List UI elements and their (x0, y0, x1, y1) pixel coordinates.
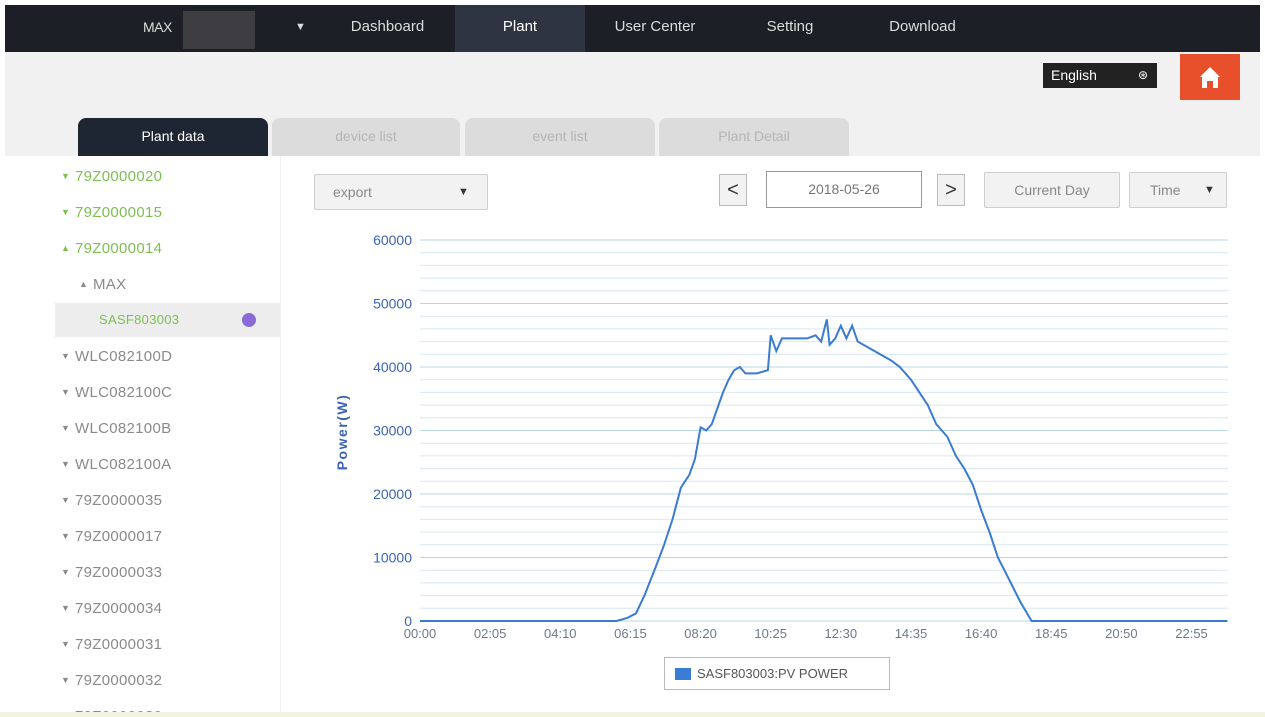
legend-label: SASF803003:PV POWER (697, 666, 849, 681)
tree-item[interactable]: ▼ 79Z0000034 (55, 591, 280, 625)
chart-legend[interactable]: SASF803003:PV POWER (664, 657, 890, 690)
nav-plant[interactable]: Plant (455, 5, 585, 52)
collapse-toggle-icon[interactable]: ▼ (61, 423, 71, 433)
tree-item-label: 79Z0000020 (75, 168, 163, 185)
tree-item[interactable]: ▼ WLC082100B (55, 411, 280, 445)
collapse-toggle-icon[interactable]: ▼ (61, 639, 71, 649)
collapse-toggle-icon[interactable]: ▼ (61, 459, 71, 469)
tree-item[interactable]: ▼ 79Z0000017 (55, 519, 280, 553)
tree-item-label: WLC082100C (75, 384, 173, 401)
tree-item[interactable]: ▼ 79Z0000033 (55, 555, 280, 589)
tree-item[interactable]: ▼ 79Z0000031 (55, 627, 280, 661)
home-icon (1200, 67, 1220, 88)
tree-item[interactable]: ▼ WLC082100C (55, 375, 280, 409)
nav-dashboard[interactable]: Dashboard (350, 18, 425, 35)
language-select[interactable]: English ⊛ (1043, 63, 1157, 88)
home-button[interactable] (1180, 54, 1240, 100)
tree-item-label: SASF803003 (99, 312, 180, 327)
nav-user-center[interactable]: User Center (614, 18, 696, 35)
top-navigation-bar: MAX ▼ Dashboard Plant User Center Settin… (5, 5, 1260, 52)
tree-item[interactable]: ▲ MAX (55, 267, 280, 301)
account-name-redaction (183, 11, 255, 49)
collapse-toggle-icon[interactable]: ▼ (61, 387, 71, 397)
tree-item-label: WLC082100A (75, 456, 172, 473)
tree-item-label: 79Z0000031 (75, 636, 163, 653)
page-footer-strip (0, 712, 1265, 717)
collapse-toggle-icon[interactable]: ▼ (61, 171, 71, 181)
collapse-toggle-icon[interactable]: ▼ (61, 675, 71, 685)
nav-setting[interactable]: Setting (766, 18, 814, 35)
language-label: English (1051, 67, 1097, 83)
current-day-button[interactable]: Current Day (984, 172, 1120, 208)
tree-item[interactable]: ▼ WLC082100A (55, 447, 280, 481)
tree-item-label: 79Z0000035 (75, 492, 163, 509)
tree-item-label: WLC082100D (75, 348, 173, 365)
tab-plant-data[interactable]: Plant data (78, 118, 268, 156)
tree-item-label: 79Z0000014 (75, 240, 163, 257)
time-label: Time (1150, 182, 1181, 198)
expand-toggle-icon[interactable]: ▲ (79, 279, 89, 289)
tab-plant-detail[interactable]: Plant Detail (659, 118, 849, 156)
next-date-button[interactable]: > (937, 174, 965, 206)
plant-device-tree: ▼ 79Z0000020 ▼ 79Z0000015 ▲ 79Z0000014 ▲ MAX SAS… (55, 156, 281, 717)
export-label: export (333, 184, 372, 200)
tree-item[interactable]: ▼ 79Z0000020 (55, 159, 280, 193)
tree-item[interactable]: ▼ 79Z0000015 (55, 195, 280, 229)
collapse-toggle-icon[interactable]: ▼ (61, 567, 71, 577)
chart-panel (284, 156, 1260, 712)
nav-download[interactable]: Download (889, 18, 956, 35)
expand-toggle-icon[interactable]: ▲ (61, 243, 71, 253)
time-dropdown[interactable]: Time ▼ (1129, 172, 1227, 208)
tree-item-label: 79Z0000032 (75, 672, 163, 689)
prev-date-button[interactable]: < (719, 174, 747, 206)
collapse-toggle-icon[interactable]: ▼ (61, 495, 71, 505)
chevron-down-icon: ▼ (458, 186, 469, 198)
chevron-down-icon: ▼ (1204, 184, 1215, 196)
account-dropdown-caret[interactable]: ▼ (295, 21, 306, 33)
legend-swatch (675, 668, 691, 680)
tree-item[interactable]: ▼ 79Z0000032 (55, 663, 280, 697)
tab-device-list[interactable]: device list (272, 118, 460, 156)
collapse-toggle-icon[interactable]: ▼ (61, 531, 71, 541)
export-dropdown[interactable]: export ▼ (314, 174, 488, 210)
selected-check-icon (242, 313, 256, 327)
account-name[interactable]: MAX (143, 19, 172, 35)
tree-item-label: 79Z0000015 (75, 204, 163, 221)
tree-item[interactable]: ▲ 79Z0000014 (55, 231, 280, 265)
collapse-toggle-icon[interactable]: ▼ (61, 207, 71, 217)
tree-item-label: MAX (93, 276, 127, 293)
tree-item[interactable]: ▼ WLC082100D (55, 339, 280, 373)
tree-item-label: 79Z0000034 (75, 600, 163, 617)
collapse-toggle-icon[interactable]: ▼ (61, 351, 71, 361)
tree-item-label: 79Z0000033 (75, 564, 163, 581)
tree-item-selected[interactable]: SASF803003 (55, 303, 280, 337)
date-field[interactable]: 2018-05-26 (766, 171, 922, 208)
language-dropdown-icon: ⊛ (1137, 68, 1148, 82)
collapse-toggle-icon[interactable]: ▼ (61, 603, 71, 613)
tree-item[interactable]: ▼ 79Z0000035 (55, 483, 280, 517)
tree-item-label: 79Z0000017 (75, 528, 163, 545)
tree-item-label: WLC082100B (75, 420, 172, 437)
tab-event-list[interactable]: event list (465, 118, 655, 156)
